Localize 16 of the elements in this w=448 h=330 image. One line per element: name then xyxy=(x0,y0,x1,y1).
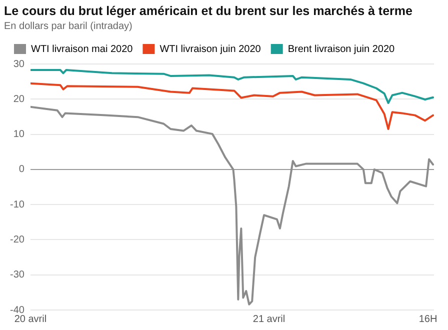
y-tick-label: -20 xyxy=(10,234,25,246)
x-tick-label: 21 avril xyxy=(252,314,286,325)
y-tick-label: 30 xyxy=(13,58,25,70)
y-tick-label: -40 xyxy=(10,304,25,316)
y-tick-label: 10 xyxy=(13,129,25,140)
x-tick-label: 20 avril xyxy=(14,314,47,325)
y-tick-label: 0 xyxy=(18,164,25,176)
chart-subtitle: En dollars par baril (intraday) xyxy=(4,20,132,32)
y-tick-label: -10 xyxy=(10,199,25,210)
x-tick-label: 16H xyxy=(418,314,438,325)
legend-label: WTI livraison juin 2020 xyxy=(160,44,262,55)
legend-label: WTI livraison mai 2020 xyxy=(31,44,134,55)
chart-title: Le cours du brut léger américain et du brent sur les marchés à terme xyxy=(4,4,413,18)
y-tick-label: 20 xyxy=(13,94,25,105)
legend-label: Brent livraison juin 2020 xyxy=(288,44,396,55)
y-tick-label: -30 xyxy=(10,270,25,281)
